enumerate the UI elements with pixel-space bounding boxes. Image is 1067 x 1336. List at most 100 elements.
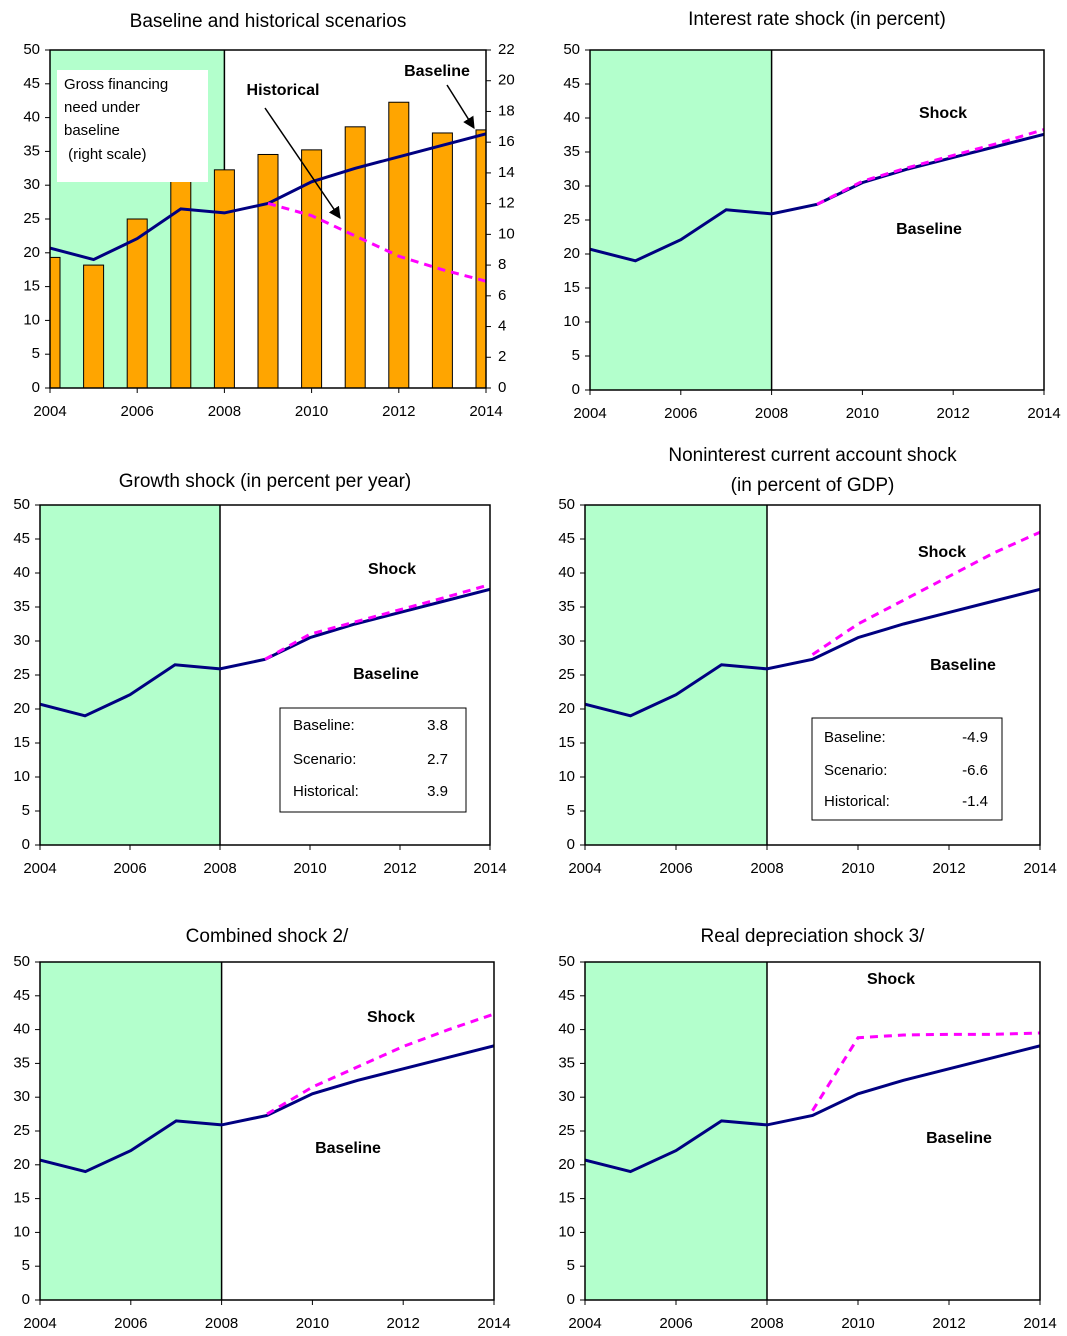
y2-tick-label: 10 [498, 225, 515, 242]
arrow [446, 84, 475, 130]
chart-title: Combined shock 2/ [186, 926, 349, 947]
dashed-line [267, 202, 486, 283]
y-tick-label: 45 [23, 75, 40, 92]
x-tick-label: 2006 [659, 1315, 692, 1332]
chart-panel: Noninterest current account shock (in per… [558, 445, 1056, 877]
y-tick-label: 20 [23, 244, 40, 261]
x-tick-label: 2004 [23, 860, 56, 877]
x-tick-label: 2014 [1023, 860, 1056, 877]
x-tick-label: 2010 [841, 860, 874, 877]
y-tick-label: 30 [13, 1088, 30, 1105]
x-tick-label: 2004 [573, 405, 606, 422]
x-tick-label: 2008 [208, 403, 241, 420]
y-tick-label: 40 [558, 564, 575, 581]
y-tick-label: 35 [558, 1054, 575, 1071]
x-tick-label: 2006 [659, 860, 692, 877]
y-tick-label: 10 [13, 1223, 30, 1240]
x-tick-label: 2014 [473, 860, 506, 877]
y2-tick-label: 2 [498, 348, 506, 365]
y-tick-label: 0 [22, 836, 30, 853]
y2-tick-label: 18 [498, 102, 515, 119]
bar [257, 153, 279, 388]
x-tick-label: 2012 [383, 860, 416, 877]
table-label: Historical: [293, 783, 359, 800]
series-label: Shock [368, 561, 416, 578]
table-value: 3.8 [427, 717, 448, 734]
x-tick-label: 2008 [750, 860, 783, 877]
y-tick-label: 45 [13, 987, 30, 1004]
y-tick-label: 10 [13, 768, 30, 785]
y-tick-label: 25 [13, 666, 30, 683]
y-tick-label: 5 [22, 1257, 30, 1274]
y-tick-label: 15 [23, 278, 40, 295]
dashed-line [811, 530, 1040, 656]
dashed-line [264, 583, 490, 661]
x-tick-label: 2012 [387, 1315, 420, 1332]
x-tick-label: 2004 [23, 1315, 56, 1332]
y-tick-label: 50 [23, 41, 40, 58]
shaded-region [40, 505, 220, 845]
annotation-text: (right scale) [64, 146, 147, 163]
shaded-region [585, 962, 767, 1300]
chart-title: Real depreciation shock 3/ [701, 926, 926, 947]
y-tick-label: 40 [563, 109, 580, 126]
y-tick-label: 30 [558, 632, 575, 649]
y-tick-label: 15 [558, 1190, 575, 1207]
series-label: Shock [919, 105, 967, 122]
y-tick-label: 35 [13, 598, 30, 615]
dashed-line [816, 128, 1044, 206]
y2-tick-label: 8 [498, 256, 506, 273]
y-tick-label: 40 [13, 564, 30, 581]
y-tick-label: 20 [13, 700, 30, 717]
annotation-text: need under [64, 99, 140, 116]
plot-area [585, 962, 1040, 1300]
y-tick-label: 45 [563, 75, 580, 92]
y2-tick-label: 4 [498, 318, 506, 335]
y-tick-label: 20 [13, 1156, 30, 1173]
bar [301, 149, 323, 388]
chart-panel: Baseline and historical scenarios 0 5 10 15 2… [23, 11, 514, 420]
shaded-region [40, 962, 222, 1300]
x-tick-label: 2004 [568, 860, 601, 877]
y-tick-label: 45 [558, 530, 575, 547]
shaded-region [590, 50, 772, 390]
y2-tick-label: 20 [498, 72, 515, 89]
y-tick-label: 25 [558, 1122, 575, 1139]
x-tick-label: 2008 [755, 405, 788, 422]
line [585, 587, 1040, 718]
bar [83, 264, 105, 388]
x-tick-label: 2006 [113, 860, 146, 877]
series-label: Baseline [896, 221, 962, 238]
y-tick-label: 50 [13, 496, 30, 513]
series-label: Baseline [404, 63, 470, 80]
x-tick-label: 2008 [203, 860, 236, 877]
y-tick-label: 15 [558, 734, 575, 751]
y-tick-label: 5 [567, 802, 575, 819]
y-tick-label: 20 [558, 700, 575, 717]
series-label: Shock [367, 1009, 415, 1026]
x-tick-label: 2008 [205, 1315, 238, 1332]
y-tick-label: 25 [13, 1122, 30, 1139]
series-label: Baseline [930, 657, 996, 674]
y-tick-label: 30 [558, 1088, 575, 1105]
bar [344, 126, 366, 388]
y-tick-label: 45 [558, 987, 575, 1004]
y-tick-label: 15 [13, 734, 30, 751]
y-tick-label: 5 [22, 802, 30, 819]
line [585, 1044, 1040, 1174]
table-value: -4.9 [962, 729, 988, 746]
y2-tick-label: 14 [498, 164, 515, 181]
table-label: Historical: [824, 793, 890, 810]
y2-tick-label: 12 [498, 195, 515, 212]
table-label: Scenario: [824, 762, 887, 779]
bar [475, 129, 486, 388]
y-tick-label: 35 [558, 598, 575, 615]
y-tick-label: 10 [558, 1223, 575, 1240]
chart-panel: Combined shock 2/0 5 10 15 20 25 30 35 40 45 50 200… [13, 926, 510, 1332]
x-tick-label: 2014 [1027, 405, 1060, 422]
plot-area [40, 962, 494, 1300]
stats-table [811, 717, 1003, 821]
y-tick-label: 40 [13, 1021, 30, 1038]
x-tick-label: 2012 [382, 403, 415, 420]
